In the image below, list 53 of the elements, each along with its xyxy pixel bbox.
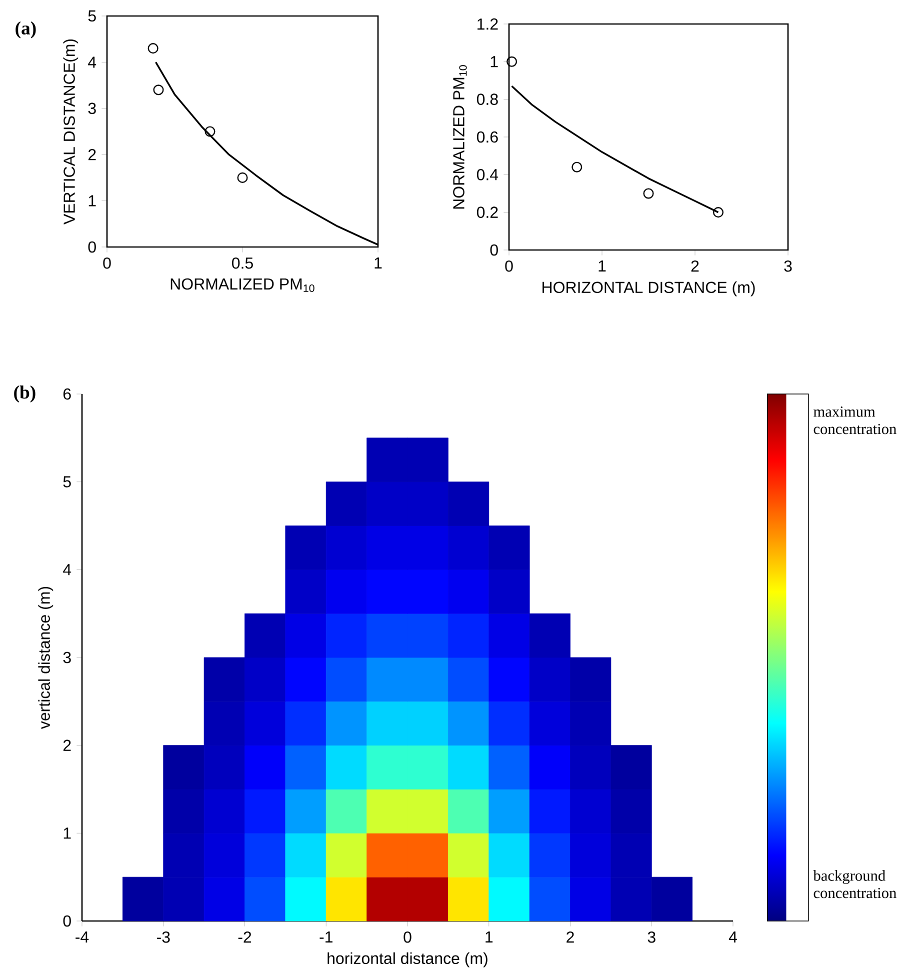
x-tick-label: -2 <box>238 931 252 943</box>
y-tick-label: 0.6 <box>476 131 498 143</box>
x-axis-title: NORMALIZED PM$_{10}$ <box>170 278 314 292</box>
y-axis-title: NORMALIZED PM$_{10}$ <box>453 65 467 209</box>
x-tick-label: 3 <box>648 931 656 943</box>
y-tick-label: 1 <box>88 195 96 206</box>
y-axis-title: VERTICAL DISTANCE(m) <box>63 39 78 224</box>
point <box>153 84 164 96</box>
x-tick-label: 0 <box>103 257 111 269</box>
x-tick-label: 0.5 <box>232 257 253 269</box>
point <box>712 207 724 218</box>
x-tick-label: -1 <box>320 931 332 942</box>
y-tick-label: 2 <box>88 149 96 160</box>
y-tick-label: 4 <box>63 564 72 576</box>
y-tick-label: 1 <box>490 56 498 68</box>
y-tick-label: 0.4 <box>476 168 498 180</box>
x-tick-label: 1 <box>598 260 606 272</box>
y-tick-label: 5 <box>88 10 96 22</box>
point <box>506 56 518 67</box>
x-axis-title: horizontal distance (m) <box>328 952 488 968</box>
x-tick-label: 2 <box>691 260 699 272</box>
point <box>204 126 216 137</box>
y-tick-label: 4 <box>88 56 96 68</box>
y-tick-label: 0.2 <box>476 206 498 218</box>
text: (a) <box>16 21 36 38</box>
x-tick-label: 0 <box>505 260 513 272</box>
text: (b) <box>14 386 36 402</box>
y-tick-label: 0 <box>490 244 498 256</box>
y-tick-label: 6 <box>63 388 71 400</box>
y-tick-label: 2 <box>63 740 71 751</box>
x-tick-label: 0 <box>404 931 412 943</box>
y-tick-label: 1 <box>64 828 71 839</box>
y-tick-label: 5 <box>63 476 71 488</box>
color-bar-label: background concentration <box>813 870 896 898</box>
y-axis-title: vertical distance (m) <box>38 586 54 730</box>
x-axis-title: HORIZONTAL DISTANCE (m) <box>542 281 755 296</box>
x-tick-label: 3 <box>784 260 792 272</box>
x-tick-label: -3 <box>156 931 170 943</box>
point <box>148 43 158 54</box>
x-tick-label: 4 <box>728 931 737 942</box>
point <box>643 188 654 199</box>
y-tick-label: 3 <box>63 652 71 664</box>
y-tick-label: 0.8 <box>476 94 498 105</box>
y-tick-label: 0 <box>88 241 96 253</box>
color-bar-label: maximum concentration <box>814 406 896 434</box>
point <box>237 172 248 183</box>
y-tick-label: 1.2 <box>478 18 498 30</box>
point <box>572 162 582 172</box>
x-tick-label: -4 <box>76 931 89 942</box>
y-tick-label: 3 <box>88 102 96 114</box>
y-tick-label: 0 <box>63 915 71 927</box>
x-tick-label: 2 <box>566 931 574 943</box>
x-tick-label: 1 <box>374 257 382 268</box>
